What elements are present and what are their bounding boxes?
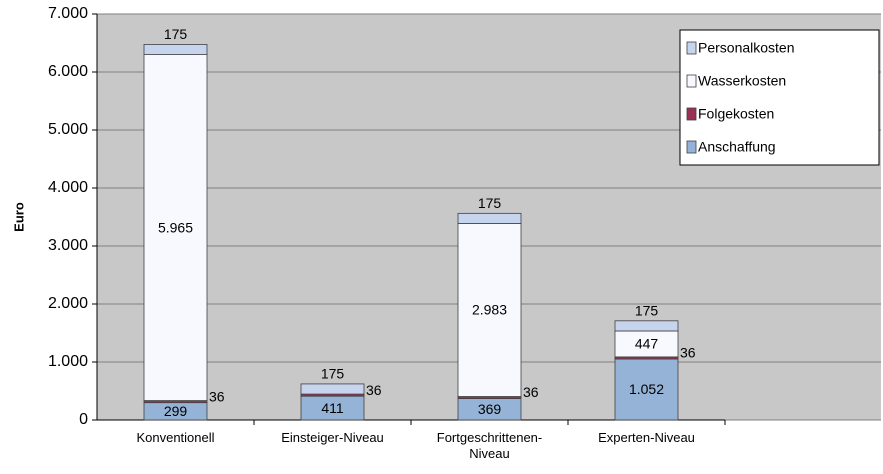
legend-label: Personalkosten (698, 40, 795, 56)
data-label: 36 (680, 345, 696, 361)
data-label: 1.052 (629, 381, 664, 397)
bar-segment (457, 212, 522, 224)
y-tick-label: 5.000 (48, 121, 88, 138)
data-label: 36 (366, 382, 382, 398)
data-label: 175 (321, 366, 345, 382)
legend-label: Folgekosten (698, 106, 774, 122)
data-label: 175 (164, 26, 188, 42)
legend-swatch (686, 140, 697, 154)
data-label: 2.983 (472, 302, 507, 318)
y-tick-label: 4.000 (48, 179, 88, 196)
data-label: 411 (321, 400, 344, 416)
legend-swatch (686, 74, 697, 88)
bar-segment (614, 358, 679, 421)
y-axis-label: Euro (11, 202, 26, 232)
x-tick-label: Einsteiger-Niveau (281, 430, 384, 445)
data-label: 369 (478, 401, 502, 417)
y-tick-label: 6.000 (48, 63, 88, 80)
data-label: 36 (523, 384, 539, 400)
data-label: 299 (164, 403, 188, 419)
bar-segment (614, 320, 679, 332)
x-tick-label: Fortgeschrittenen-Niveau (436, 430, 543, 461)
data-label: 5.965 (158, 219, 193, 235)
y-tick-label: 1.000 (48, 353, 88, 370)
data-label: 175 (635, 303, 659, 319)
x-tick-label: Konventionell (136, 430, 215, 445)
bar-segment (300, 383, 365, 395)
x-tick-label: Experten-Niveau (598, 430, 695, 445)
x-tick-label-box: Fortgeschrittenen-Niveau (436, 430, 543, 461)
bar-segment (457, 223, 522, 397)
data-label: 447 (635, 336, 659, 352)
y-tick-label: 7.000 (48, 5, 88, 22)
data-label: 175 (478, 195, 502, 211)
y-tick-label: 0 (79, 411, 88, 428)
x-tick-label-box: Experten-Niveau (598, 430, 695, 445)
legend-swatch (686, 107, 697, 121)
x-tick-label-box: Einsteiger-Niveau (281, 430, 384, 445)
legend-swatch (686, 41, 697, 55)
legend-label: Wasserkosten (698, 73, 786, 89)
y-tick-label: 2.000 (48, 295, 88, 312)
legend-label: Anschaffung (698, 139, 776, 155)
y-tick-label: 3.000 (48, 237, 88, 254)
x-tick-label-box: Konventionell (136, 430, 215, 445)
data-label: 36 (209, 388, 225, 404)
legend-box (679, 29, 880, 166)
bar-segment (143, 44, 208, 56)
